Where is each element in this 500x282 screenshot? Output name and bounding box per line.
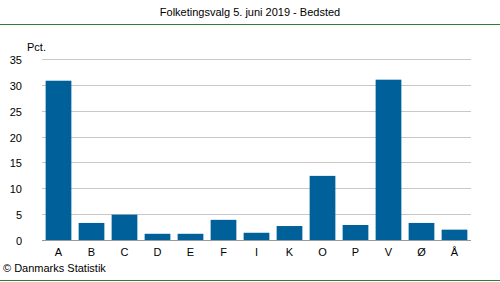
grid-line	[42, 111, 471, 112]
y-tick-label: 0	[16, 235, 22, 247]
grid-line	[42, 162, 471, 163]
bar	[178, 234, 204, 240]
bar	[376, 80, 402, 240]
x-tick-label: Å	[451, 246, 459, 258]
bar	[409, 223, 435, 240]
grid-line	[42, 188, 471, 189]
grid-line	[42, 85, 471, 86]
grid-line	[42, 59, 471, 60]
x-tick-label: A	[55, 246, 63, 258]
x-axis	[42, 240, 471, 241]
x-tick-label: Ø	[417, 246, 426, 258]
chart: Folketingsvalg 5. juni 2019 - Bedsted Pct…	[0, 0, 500, 282]
grid-line	[42, 137, 471, 138]
title: Folketingsvalg 5. juni 2019 - Bedsted	[160, 6, 340, 18]
x-tick-label: I	[255, 246, 258, 258]
y-tick-label: 5	[16, 209, 22, 221]
x-tick-label: F	[220, 246, 227, 258]
y-tick-label: 25	[10, 106, 22, 118]
bar	[211, 220, 237, 240]
bar	[442, 230, 468, 240]
y-tick-label: 20	[10, 132, 22, 144]
x-tick-label: V	[385, 246, 393, 258]
x-tick-label: K	[286, 246, 294, 258]
top-rule	[0, 24, 500, 25]
x-tick-label: O	[318, 246, 327, 258]
bars	[46, 80, 468, 240]
y-tick-label: 15	[10, 157, 22, 169]
x-tick-label: E	[187, 246, 194, 258]
bar	[145, 234, 171, 240]
source: © Danmarks Statistik	[3, 262, 106, 274]
bar	[244, 233, 270, 240]
grid-line	[42, 240, 471, 241]
y-tick-label: 10	[10, 183, 22, 195]
bar	[79, 223, 105, 240]
x-tick-label: D	[154, 246, 162, 258]
x-tick-label: P	[352, 246, 359, 258]
bar	[310, 176, 336, 240]
bar	[343, 225, 369, 240]
bar	[46, 81, 72, 240]
grid-line	[42, 214, 471, 215]
y-label: Pct.	[27, 41, 46, 53]
x-tick-label: B	[88, 246, 95, 258]
bar	[277, 226, 303, 240]
bottom-rule	[0, 280, 500, 281]
x-tick-label: C	[121, 246, 129, 258]
bar	[112, 215, 138, 240]
y-tick-label: 30	[10, 80, 22, 92]
y-tick-label: 35	[10, 54, 22, 66]
